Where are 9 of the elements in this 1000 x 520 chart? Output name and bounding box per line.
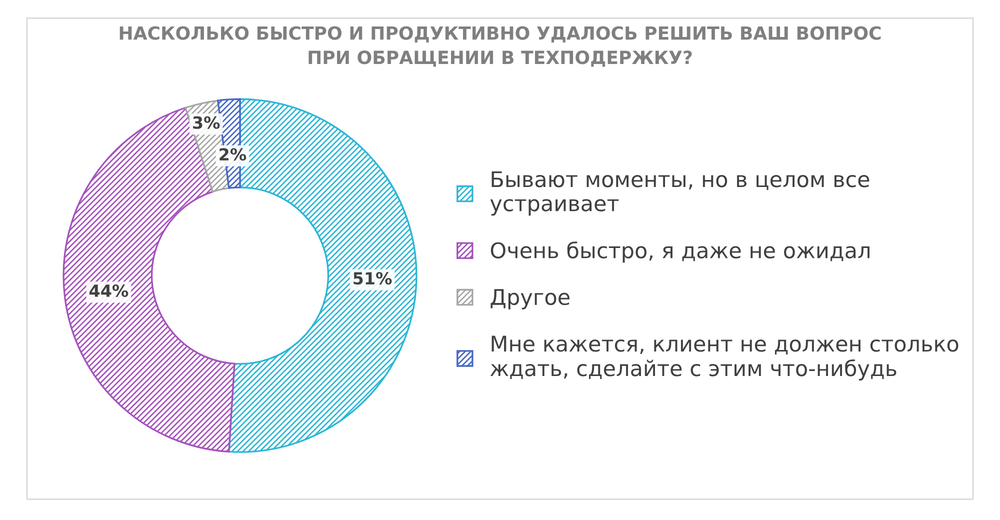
legend-label: Мне кажется, клиент не должен столько ждать, сделайте с этим что-нибудь	[490, 336, 958, 381]
data-label: 44%	[89, 284, 128, 298]
data-label: 2%	[220, 148, 246, 161]
chart-title: НАСКОЛЬКО БЫСТРО И ПРОДУКТИВНО УДАЛОСЬ РЕШИТЬ ВАШ ВОПРОС ПРИ ОБРАЩЕНИИ В ТЕХПОДЕРЖКУ?	[120, 26, 881, 67]
data-label: 51%	[354, 272, 392, 285]
legend-label: Другое	[490, 289, 570, 310]
data-label: 3%	[193, 116, 220, 129]
legend-label: Очень быстро, я даже не ожидал	[490, 241, 870, 263]
legend-label: Бывают моменты, но в целом все устраивает	[490, 171, 870, 216]
